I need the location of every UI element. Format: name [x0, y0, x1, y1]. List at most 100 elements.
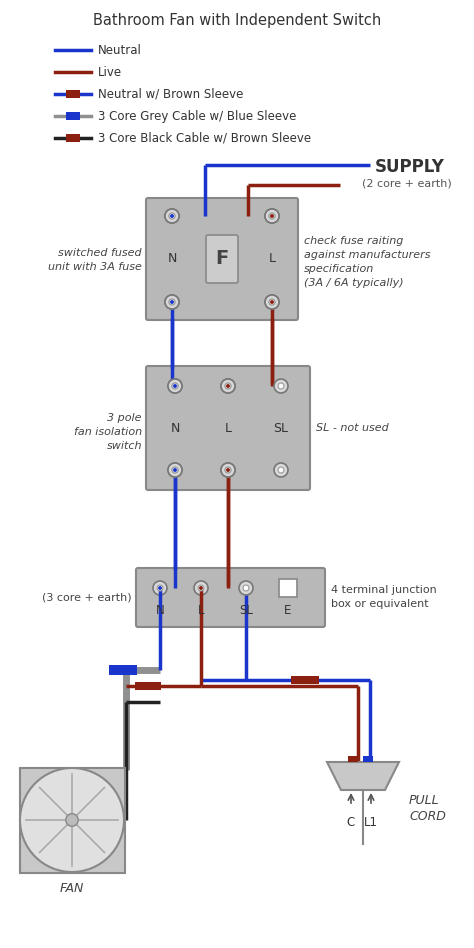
Text: L: L — [198, 605, 204, 617]
Circle shape — [278, 467, 284, 473]
Circle shape — [226, 384, 230, 388]
Circle shape — [168, 463, 182, 477]
Circle shape — [270, 214, 274, 218]
Circle shape — [172, 467, 178, 473]
Circle shape — [194, 581, 208, 595]
Text: L: L — [225, 422, 231, 434]
Text: L1: L1 — [364, 816, 378, 829]
Circle shape — [269, 213, 275, 219]
Text: F: F — [215, 249, 228, 268]
Text: (3A / 6A typically): (3A / 6A typically) — [304, 278, 404, 288]
Bar — [279, 579, 297, 597]
Circle shape — [165, 209, 179, 223]
Circle shape — [169, 299, 175, 305]
Bar — [109, 665, 137, 675]
Circle shape — [225, 383, 231, 389]
Circle shape — [165, 209, 179, 223]
Text: (2 core + earth): (2 core + earth) — [362, 178, 452, 188]
FancyBboxPatch shape — [206, 235, 238, 283]
Text: Neutral w/ Brown Sleeve: Neutral w/ Brown Sleeve — [98, 87, 243, 100]
Circle shape — [270, 300, 274, 304]
Circle shape — [165, 295, 179, 309]
Text: N: N — [155, 605, 164, 617]
Text: SL: SL — [273, 422, 289, 434]
Text: CORD: CORD — [409, 810, 446, 823]
Text: fan isolation: fan isolation — [74, 427, 142, 437]
Text: FAN: FAN — [60, 882, 84, 895]
Circle shape — [173, 468, 177, 472]
Text: L: L — [268, 252, 275, 265]
Text: C: C — [347, 816, 355, 829]
Circle shape — [274, 463, 288, 477]
Text: PULL: PULL — [409, 793, 439, 807]
Bar — [292, 676, 319, 684]
Text: switched fused: switched fused — [58, 248, 142, 258]
Text: box or equivalent: box or equivalent — [331, 599, 428, 609]
Circle shape — [265, 209, 279, 223]
Text: SL - not used: SL - not used — [316, 423, 389, 433]
Circle shape — [199, 586, 203, 590]
Circle shape — [169, 299, 175, 305]
Circle shape — [198, 585, 204, 591]
Text: unit with 3A fuse: unit with 3A fuse — [48, 262, 142, 272]
Bar — [363, 756, 373, 762]
Circle shape — [20, 768, 124, 872]
Circle shape — [168, 379, 182, 393]
Bar — [20, 768, 125, 873]
Text: N: N — [167, 252, 177, 265]
FancyBboxPatch shape — [146, 198, 298, 320]
Circle shape — [243, 585, 249, 591]
Text: 4 terminal junction: 4 terminal junction — [331, 585, 437, 595]
Text: 3 Core Black Cable w/ Brown Sleeve: 3 Core Black Cable w/ Brown Sleeve — [98, 132, 311, 144]
Circle shape — [170, 214, 174, 218]
Circle shape — [225, 467, 231, 473]
Circle shape — [239, 581, 253, 595]
Circle shape — [170, 300, 174, 304]
Circle shape — [66, 813, 78, 827]
Circle shape — [265, 295, 279, 309]
Circle shape — [269, 213, 275, 219]
Circle shape — [153, 581, 167, 595]
Text: Neutral: Neutral — [98, 44, 142, 57]
Circle shape — [169, 213, 175, 219]
Circle shape — [265, 295, 279, 309]
Circle shape — [226, 468, 230, 472]
Circle shape — [158, 586, 162, 590]
Text: SL: SL — [239, 605, 253, 617]
Text: Bathroom Fan with Independent Switch: Bathroom Fan with Independent Switch — [93, 13, 381, 28]
Bar — [66, 90, 80, 98]
Text: Live: Live — [98, 65, 122, 79]
Text: E: E — [284, 605, 292, 617]
Circle shape — [221, 379, 235, 393]
FancyBboxPatch shape — [146, 366, 310, 490]
Circle shape — [157, 585, 163, 591]
Bar — [136, 682, 162, 690]
Text: against manufacturers: against manufacturers — [304, 250, 430, 260]
Text: N: N — [170, 422, 180, 434]
Text: specification: specification — [304, 264, 374, 274]
Circle shape — [221, 379, 235, 393]
Circle shape — [278, 383, 284, 389]
Circle shape — [269, 299, 275, 305]
Circle shape — [168, 379, 182, 393]
Circle shape — [274, 379, 288, 393]
Circle shape — [169, 213, 175, 219]
Text: check fuse raiting: check fuse raiting — [304, 236, 403, 246]
Bar — [66, 134, 80, 142]
Circle shape — [173, 384, 177, 388]
Circle shape — [168, 463, 182, 477]
Polygon shape — [327, 762, 399, 790]
Text: switch: switch — [107, 441, 142, 451]
Circle shape — [165, 295, 179, 309]
Circle shape — [265, 209, 279, 223]
Circle shape — [172, 467, 178, 473]
Text: 3 pole: 3 pole — [108, 413, 142, 423]
Bar — [66, 112, 80, 120]
Circle shape — [221, 463, 235, 477]
Circle shape — [221, 463, 235, 477]
Circle shape — [225, 383, 231, 389]
Text: SUPPLY: SUPPLY — [375, 158, 445, 176]
FancyBboxPatch shape — [136, 568, 325, 627]
Text: 3 Core Grey Cable w/ Blue Sleeve: 3 Core Grey Cable w/ Blue Sleeve — [98, 110, 296, 122]
Text: (3 core + earth): (3 core + earth) — [42, 592, 132, 602]
